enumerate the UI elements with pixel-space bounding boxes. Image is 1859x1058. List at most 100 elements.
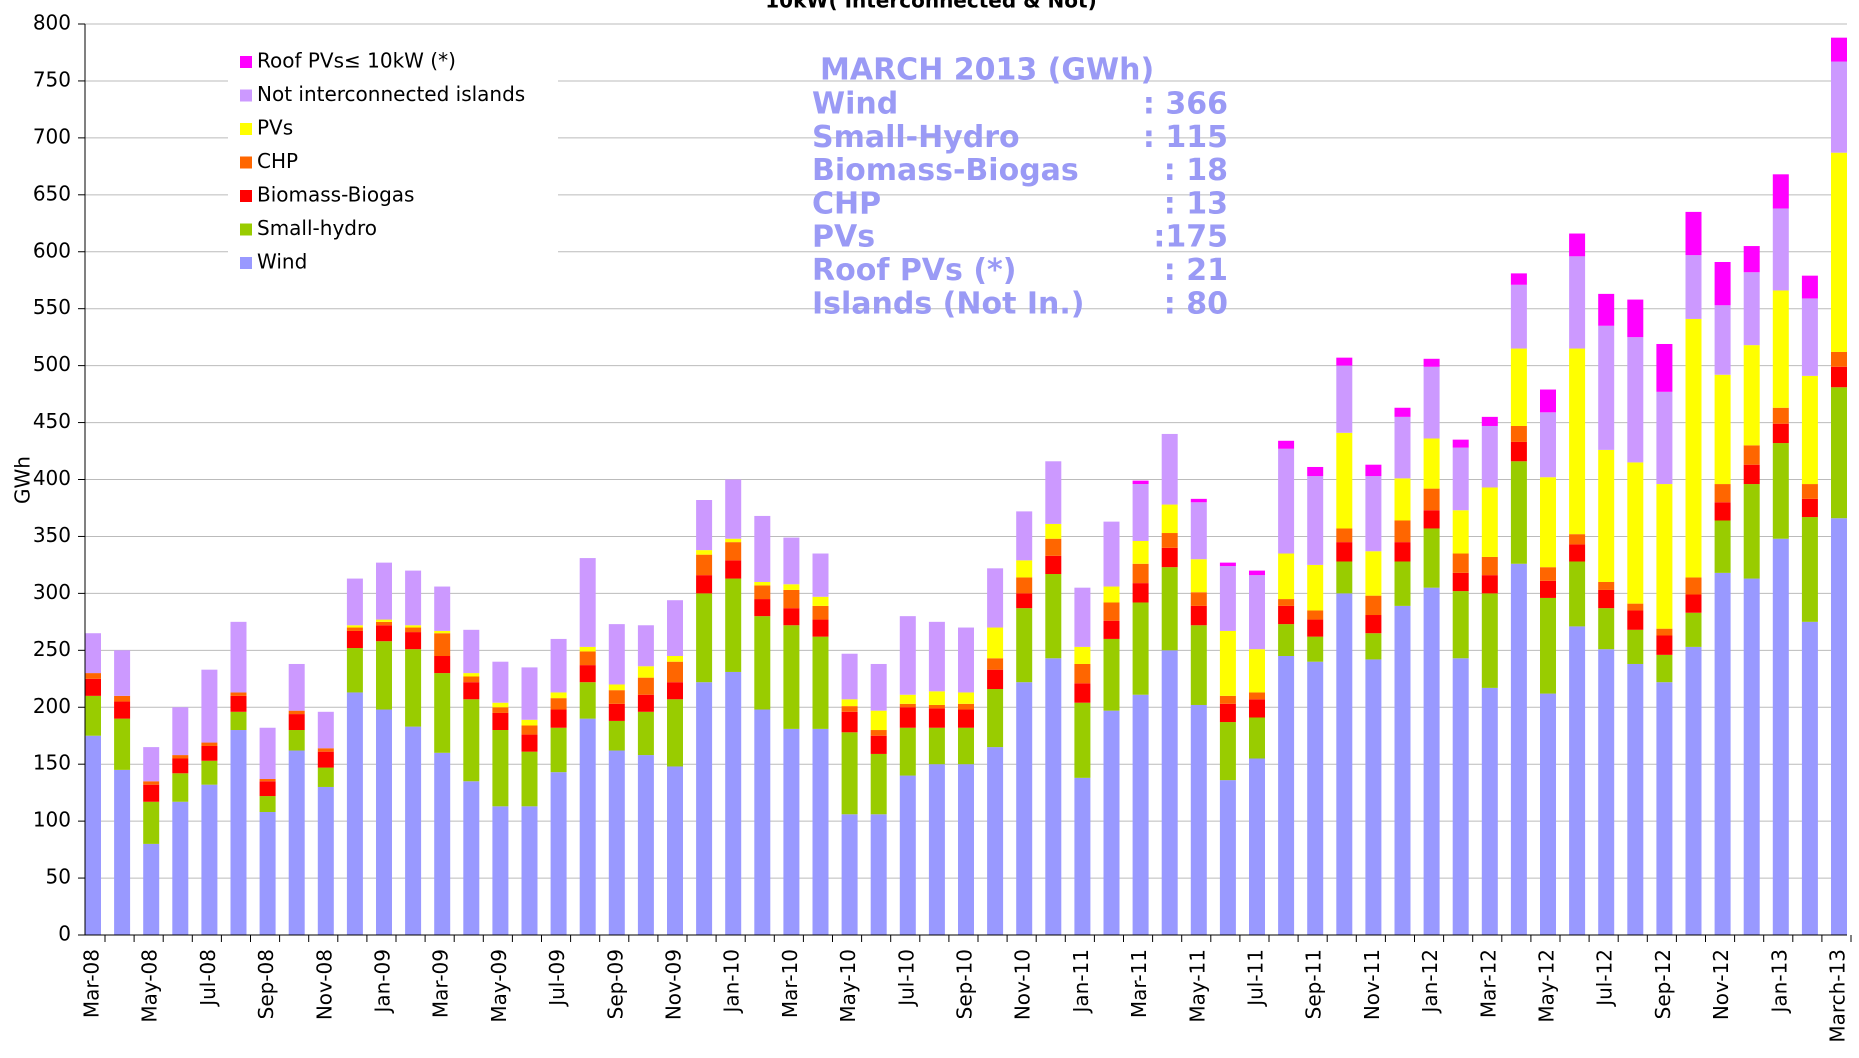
bar-segment — [492, 806, 509, 935]
bar-segment — [608, 690, 625, 704]
bar-segment — [987, 689, 1004, 748]
bar-segment — [1598, 649, 1615, 935]
bar-segment — [1132, 583, 1149, 603]
annotation-value: : 18 — [1164, 153, 1228, 188]
bar-segment — [376, 709, 392, 935]
bar-segment — [288, 714, 305, 731]
bar-segment — [1249, 692, 1265, 700]
bar-segment — [1045, 574, 1062, 659]
bar-segment — [1423, 510, 1440, 529]
bar-segment — [725, 479, 742, 539]
x-tick-label: March-13 — [1826, 949, 1850, 1043]
bar-segment — [958, 703, 974, 710]
bar-segment — [550, 692, 567, 699]
bar-segment — [1569, 534, 1586, 545]
bar-segment — [1481, 416, 1498, 426]
bar-segment — [1278, 440, 1295, 449]
bar-segment — [1365, 476, 1382, 552]
x-tick-label: Sep-09 — [603, 949, 627, 1019]
bar-segment — [405, 726, 422, 935]
bar-segment — [1598, 608, 1615, 650]
bar-segment — [1452, 447, 1469, 511]
bar-segment — [521, 719, 538, 726]
legend-swatch — [240, 190, 252, 202]
legend-swatch — [240, 56, 252, 68]
bar-segment — [201, 742, 218, 746]
bar-segment — [85, 678, 101, 696]
bar-segment — [1394, 416, 1411, 479]
bar-segment — [1045, 523, 1062, 539]
bar-segment — [696, 575, 713, 594]
bar-segment — [987, 747, 1004, 935]
bar-segment — [958, 692, 974, 704]
bar-segment — [317, 786, 334, 935]
bar-segment — [958, 727, 974, 765]
bar-segment — [1190, 498, 1207, 503]
bar-segment — [637, 677, 654, 695]
bar-segment — [1452, 553, 1469, 573]
bar-segment — [1336, 542, 1353, 562]
bar-segment — [1481, 593, 1498, 688]
bar-segment — [608, 703, 625, 721]
bar-segment — [958, 709, 974, 728]
bar-segment — [259, 778, 276, 782]
bar-segment — [1656, 343, 1673, 392]
annotation-label: PVs — [812, 220, 875, 255]
bar-segment — [1801, 517, 1818, 622]
y-tick-label: 150 — [33, 751, 71, 775]
bar-segment — [608, 750, 625, 935]
bar-segment — [1190, 704, 1207, 935]
x-tick-label: Nov-12 — [1709, 949, 1733, 1020]
bar-segment — [1627, 610, 1644, 630]
y-tick-label: 200 — [33, 694, 71, 718]
bar-segment — [1627, 603, 1644, 611]
bar-segment — [1365, 633, 1382, 660]
bar-segment — [521, 734, 538, 752]
bar-segment — [725, 560, 742, 579]
y-tick-label: 250 — [33, 637, 71, 661]
bar-segment — [376, 625, 392, 642]
x-tick-label: Sep-12 — [1651, 949, 1675, 1019]
bar-segment — [1190, 605, 1207, 626]
bar-segment — [637, 666, 654, 678]
bar-segment — [85, 735, 101, 935]
bar-segment — [1714, 305, 1731, 375]
bar-segment — [783, 608, 800, 626]
bar-segment — [899, 616, 916, 695]
x-tick-label: May-11 — [1185, 949, 1209, 1023]
bar-segment — [1336, 432, 1353, 529]
bar-segment — [725, 671, 742, 935]
annotation-value: : 366 — [1143, 87, 1228, 122]
bar-segment — [1394, 520, 1411, 543]
bar-segment — [928, 621, 945, 692]
bar-segment — [1103, 620, 1120, 639]
bar-segment — [1685, 577, 1702, 595]
bar-segment — [928, 708, 945, 728]
bar-segment — [1336, 528, 1353, 543]
bar-segment — [1045, 555, 1062, 575]
bar-segment — [521, 751, 538, 807]
bar-segment — [1772, 443, 1789, 539]
bar-segment — [1249, 570, 1265, 576]
bar-segment — [1772, 423, 1789, 444]
bar-segment — [667, 766, 683, 935]
bar-segment — [1714, 374, 1731, 485]
bar-segment — [1627, 337, 1644, 463]
bar-segment — [754, 709, 771, 935]
legend-swatch — [240, 123, 252, 135]
bar-segment — [1743, 345, 1760, 446]
bar-segment — [434, 630, 451, 634]
bar-segment — [114, 701, 131, 719]
bar-segment — [725, 542, 742, 561]
bar-segment — [1336, 561, 1353, 594]
bar-segment — [1540, 567, 1556, 581]
x-tick-label: Jan-12 — [1418, 949, 1442, 1015]
bar-segment — [346, 692, 363, 935]
bar-segment — [201, 784, 218, 935]
bar-segment — [259, 812, 276, 935]
bar-segment — [1452, 591, 1469, 659]
bar-segment — [1481, 425, 1498, 488]
bar-segment — [1132, 563, 1149, 584]
bar-segment — [1307, 661, 1324, 935]
bar-segment — [1423, 358, 1440, 367]
